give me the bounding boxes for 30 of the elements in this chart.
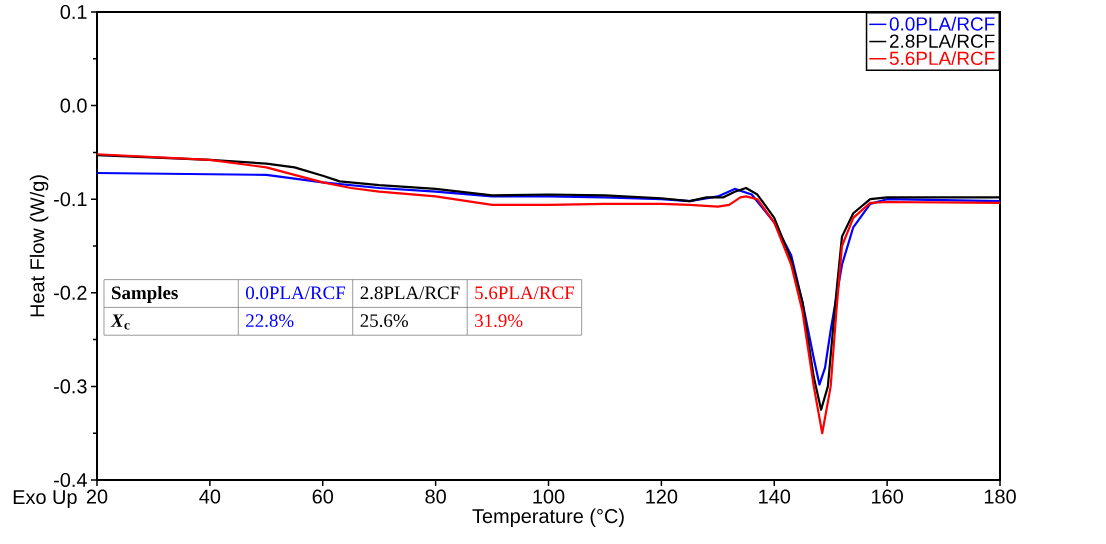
- y-tick-label: 0.1: [60, 4, 87, 20]
- annotation: 2.8PLA/RCF: [360, 286, 460, 300]
- annotation: 5.6PLA/RCF: [475, 286, 574, 300]
- legend-label: 2.8PLA/RCF: [889, 33, 995, 48]
- y-tick-label: 0.0: [60, 98, 87, 113]
- x-tick-label: 40: [199, 489, 221, 504]
- line-series: [97, 171, 1001, 386]
- x-tick-label: 60: [312, 489, 334, 504]
- y-tick-label: -0.1: [54, 192, 87, 207]
- annotation: 25.6%: [360, 314, 408, 328]
- x-tick-label: 20: [86, 489, 108, 504]
- y-tick-label: -0.3: [54, 379, 87, 394]
- x-tick-label: 140: [759, 489, 791, 504]
- annotation: 22.8%: [246, 314, 294, 328]
- legend-label: 0.0PLA/RCF: [889, 16, 995, 31]
- x-tick-label: 180: [984, 489, 1016, 504]
- y-tick-label: -0.4: [54, 472, 87, 488]
- annotation: 0.0PLA/RCF: [246, 286, 346, 300]
- annotation: X$_{c}$: [110, 314, 130, 330]
- legend-label: 5.6PLA/RCF: [889, 51, 995, 66]
- text: Exo Up: [13, 490, 77, 509]
- y-tick-label: -0.2: [54, 285, 87, 300]
- annotation: 31.9%: [475, 314, 523, 328]
- x-tick-label: 160: [872, 489, 903, 504]
- x-tick-label: 100: [533, 489, 565, 504]
- y-axis-title: Heat Flow (W/g): [29, 175, 49, 317]
- x-axis-title: Temperature (°C): [472, 508, 624, 528]
- x-tick-label: 120: [646, 489, 678, 504]
- annotation: Samples: [111, 285, 178, 304]
- x-tick-label: 80: [425, 489, 446, 504]
